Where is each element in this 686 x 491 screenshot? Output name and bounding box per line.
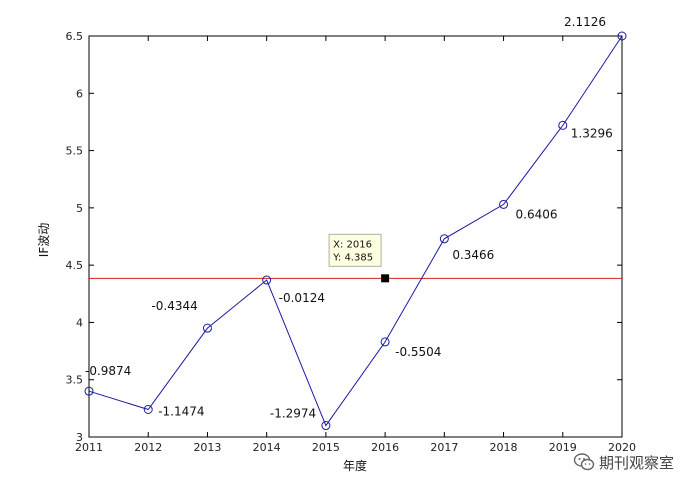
datatip[interactable]: X: 2016 Y: 4.385 [328, 233, 390, 283]
x-tick-label: 2016 [371, 441, 399, 454]
y-tick-label: 4 [76, 316, 83, 329]
datatip-marker[interactable] [381, 274, 390, 283]
data-label: -0.0124 [279, 291, 325, 305]
y-tick-label: 4.5 [66, 259, 84, 272]
watermark: 期刊观察室 [573, 451, 674, 473]
data-label: -1.2974 [270, 407, 316, 421]
y-axis-ticks: 3 3.5 4 4.5 5 5.5 6 6.5 [66, 30, 622, 444]
x-tick-label: 2018 [490, 441, 518, 454]
data-point [499, 199, 509, 209]
x-tick-label: 2013 [193, 441, 221, 454]
data-label: -0.9874 [85, 364, 131, 378]
y-tick-label: 3.5 [66, 374, 84, 387]
y-tick-label: 5 [76, 202, 83, 215]
y-tick-label: 5.5 [66, 145, 84, 158]
y-axis-label: IF波动 [37, 223, 51, 257]
series-markers [84, 31, 627, 431]
y-tick-label: 3 [76, 431, 83, 444]
x-axis-label: 年度 [343, 458, 367, 473]
x-tick-label: 2017 [430, 441, 458, 454]
x-tick-label: 2015 [312, 441, 340, 454]
x-tick-label: 2014 [253, 441, 281, 454]
data-label: 0.6406 [516, 207, 558, 221]
data-point [380, 337, 390, 347]
y-tick-label: 6.5 [66, 30, 84, 43]
data-label: -1.1474 [158, 405, 204, 419]
data-label: 0.3466 [452, 248, 494, 262]
data-point [558, 120, 568, 130]
x-axis-ticks: 2011 2012 2013 2014 2015 2016 2017 2018 2019 2020 [75, 36, 636, 454]
point-labels: -0.9874 -1.1474 -0.4344 -0.0124 -1.2974 -0.55… [85, 15, 613, 421]
datatip-box [328, 233, 382, 267]
data-point [202, 323, 212, 333]
data-point [439, 234, 449, 244]
data-point [617, 31, 627, 41]
y-tick-label: 6 [76, 87, 83, 100]
series-line [88, 35, 623, 427]
data-point [262, 275, 272, 285]
data-label: 1.3296 [571, 126, 613, 140]
x-tick-label: 2019 [549, 441, 577, 454]
data-point [84, 386, 94, 396]
data-point [321, 421, 331, 431]
data-point [143, 405, 153, 415]
data-label: -0.5504 [395, 345, 441, 359]
data-label: -0.4344 [151, 299, 197, 313]
datatip-x-text: X: 2016 [333, 239, 372, 250]
x-tick-label: 2020 [608, 441, 636, 454]
data-label: 2.1126 [564, 15, 606, 29]
wechat-icon [573, 453, 595, 471]
x-tick-label: 2012 [134, 441, 162, 454]
watermark-text: 期刊观察室 [598, 453, 674, 472]
x-tick-label: 2011 [75, 441, 103, 454]
datatip-y-text: Y: 4.385 [332, 252, 373, 263]
